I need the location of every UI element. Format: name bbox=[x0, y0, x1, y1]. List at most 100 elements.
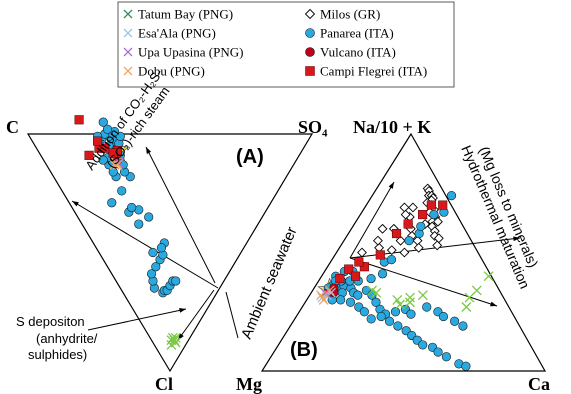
panel-a-point-panarea-ita-8 bbox=[146, 269, 157, 279]
panel-b: Na/10 + K Mg Ca (B) Ambient seawater Hyd… bbox=[236, 117, 550, 394]
panel-a-point-tatum-bay-png-3 bbox=[166, 335, 177, 346]
legend-label-esa-ala-png: Esa'Ala (PNG) bbox=[138, 26, 216, 41]
panel-b-point-panarea-ita-25 bbox=[461, 361, 471, 371]
panel-a-point-campi-flegrei-ita-6 bbox=[93, 136, 103, 146]
panel-a-point-panarea-ita-18 bbox=[127, 202, 137, 213]
legend-label-upa-upasina-png: Upa Upasina (PNG) bbox=[138, 45, 243, 60]
panel-b-point-milos-gr-27 bbox=[413, 242, 424, 253]
panel-b-point-panarea-ita-49 bbox=[366, 273, 376, 284]
legend-label-dobu-png: Dobu (PNG) bbox=[138, 64, 205, 79]
legend-box bbox=[117, 1, 455, 88]
annotation-maturation: Hydrothermal maturation (Mg loss to mine… bbox=[458, 143, 541, 291]
legend-marker-tatum-bay-png bbox=[123, 9, 133, 19]
panel-a-point-panarea-ita-38 bbox=[98, 155, 108, 165]
panel-b-point-panarea-ita-34 bbox=[422, 302, 432, 312]
panel-b-point-milos-gr-31 bbox=[386, 245, 397, 256]
panel-a-point-panarea-ita-5 bbox=[171, 276, 181, 286]
panel-b-point-panarea-ita-26 bbox=[345, 297, 356, 307]
panel-a-point-panarea-ita-21 bbox=[107, 198, 117, 208]
panel-b-point-panarea-ita-29 bbox=[366, 314, 376, 324]
panel-b-point-milos-gr-33 bbox=[357, 247, 367, 258]
vertex-ca: Ca bbox=[528, 374, 550, 394]
panel-b-point-campi-flegrei-ita-1 bbox=[375, 250, 385, 260]
arrow-a-steam-head bbox=[72, 201, 79, 207]
panel-b-point-milos-gr-35 bbox=[372, 235, 383, 246]
annotation-s-deposition-line3: sulphides) bbox=[28, 347, 87, 362]
panel-b-point-panarea-ita-22 bbox=[433, 347, 443, 357]
panel-b-point-panarea-ita-55 bbox=[429, 209, 439, 220]
panel-b-point-milos-gr-22 bbox=[400, 209, 411, 220]
panel-a-point-panarea-ita-9 bbox=[151, 262, 161, 272]
panel-a-point-panarea-ita-16 bbox=[134, 219, 144, 229]
panel-a-point-campi-flegrei-ita-5 bbox=[100, 143, 110, 153]
legend-items: Tatum Bay (PNG) Esa'Ala (PNG) Upa Upasina … bbox=[123, 7, 427, 79]
panel-b-point-tatum-bay-png-4 bbox=[417, 290, 428, 301]
panel-label-a: (A) bbox=[236, 146, 264, 168]
panel-label-b: (B) bbox=[290, 339, 318, 361]
panel-b-point-tatum-bay-png-0 bbox=[392, 294, 403, 305]
arrow-b-right-head bbox=[513, 236, 520, 242]
panel-a-point-dobu-png-2 bbox=[112, 159, 123, 170]
arrow-b-up-head bbox=[388, 182, 394, 189]
panel-a-point-panarea-ita-49 bbox=[98, 117, 108, 127]
vertex-na-k: Na/10 + K bbox=[353, 117, 431, 137]
panel-b-point-dobu-png-0 bbox=[324, 285, 335, 296]
panel-b-point-campi-flegrei-ita-2 bbox=[391, 228, 402, 239]
panel-b-point-panarea-ita-23 bbox=[441, 352, 452, 362]
vertex-cl: Cl bbox=[155, 374, 173, 394]
panel-b-point-campi-flegrei-ita-3 bbox=[403, 219, 413, 229]
legend: Tatum Bay (PNG) Esa'Ala (PNG) Upa Upasina … bbox=[117, 1, 455, 88]
panel-b-point-panarea-ita-33 bbox=[406, 309, 416, 319]
panel-b-point-panarea-ita-9 bbox=[353, 290, 363, 300]
panel-b-point-panarea-ita-15 bbox=[384, 316, 395, 326]
panel-a-point-tatum-bay-png-1 bbox=[169, 335, 180, 346]
arrow-a-so4 bbox=[145, 146, 216, 284]
arrow-b-maturation-head bbox=[490, 301, 497, 307]
panel-b-point-milos-gr-36 bbox=[377, 223, 388, 234]
legend-marker-milos-gr bbox=[304, 8, 316, 20]
panel-a: C SO₄ Cl (A) Addition of CO₂-H₂S- (SO₂)-… bbox=[6, 66, 328, 394]
points-b bbox=[316, 183, 494, 371]
legend-label-milos-gr: Milos (GR) bbox=[320, 7, 380, 22]
arrow-a-deposition-label-head bbox=[179, 308, 186, 313]
legend-marker-esa-ala-png bbox=[123, 28, 133, 38]
legend-label-vulcano-ita: Vulcano (ITA) bbox=[320, 45, 396, 60]
panel-a-point-campi-flegrei-ita-8 bbox=[74, 115, 84, 125]
panel-b-point-milos-gr-19 bbox=[399, 202, 410, 213]
legend-label-panarea-ita: Panarea (ITA) bbox=[320, 26, 394, 41]
panel-b-point-panarea-ita-45 bbox=[336, 295, 346, 305]
panel-b-point-panarea-ita-58 bbox=[446, 191, 457, 201]
panel-b-point-panarea-ita-36 bbox=[438, 311, 449, 322]
panel-b-point-campi-flegrei-ita-5 bbox=[426, 200, 436, 210]
panel-b-point-panarea-ita-52 bbox=[386, 255, 397, 265]
vertex-mg: Mg bbox=[236, 374, 262, 394]
panel-b-point-panarea-ita-28 bbox=[359, 307, 369, 317]
panel-b-point-panarea-ita-16 bbox=[393, 321, 403, 331]
panel-a-point-panarea-ita-48 bbox=[102, 124, 113, 134]
panel-b-point-dobu-png-2 bbox=[318, 294, 329, 305]
panel-b-point-panarea-ita-12 bbox=[371, 297, 381, 307]
annotation-s-deposition-line2: (anhydrite/ bbox=[36, 331, 98, 346]
panel-b-point-milos-gr-16 bbox=[433, 216, 443, 227]
legend-marker-upa-upasina-png bbox=[123, 47, 133, 57]
leader-a-seawater bbox=[225, 291, 239, 339]
panel-b-point-campi-flegrei-ita-9 bbox=[335, 274, 345, 284]
panel-b-point-panarea-ita-31 bbox=[390, 307, 401, 317]
panel-b-point-tatum-bay-png-3 bbox=[404, 297, 415, 308]
panel-b-point-campi-flegrei-ita-0 bbox=[359, 262, 369, 272]
panel-b-point-tatum-bay-png-1 bbox=[394, 299, 405, 310]
legend-label-tatum-bay-png: Tatum Bay (PNG) bbox=[138, 7, 233, 22]
arrow-a-deposition bbox=[177, 289, 215, 341]
arrow-a-steam bbox=[71, 200, 219, 289]
panel-b-point-campi-flegrei-ita-7 bbox=[354, 257, 364, 267]
arrow-a-so4-head bbox=[146, 147, 152, 154]
panel-b-point-tatum-bay-png-10 bbox=[371, 287, 382, 298]
triangle-a bbox=[26, 133, 314, 373]
panel-b-point-panarea-ita-56 bbox=[416, 221, 426, 232]
legend-marker-panarea-ita bbox=[305, 28, 315, 38]
panel-b-point-campi-flegrei-ita-4 bbox=[418, 210, 428, 220]
legend-marker-campi-flegrei-ita bbox=[305, 66, 315, 76]
panel-b-point-milos-gr-18 bbox=[432, 240, 443, 251]
legend-label-campi-flegrei-ita: Campi Flegrei (ITA) bbox=[320, 64, 427, 79]
legend-marker-dobu-png bbox=[123, 66, 133, 76]
